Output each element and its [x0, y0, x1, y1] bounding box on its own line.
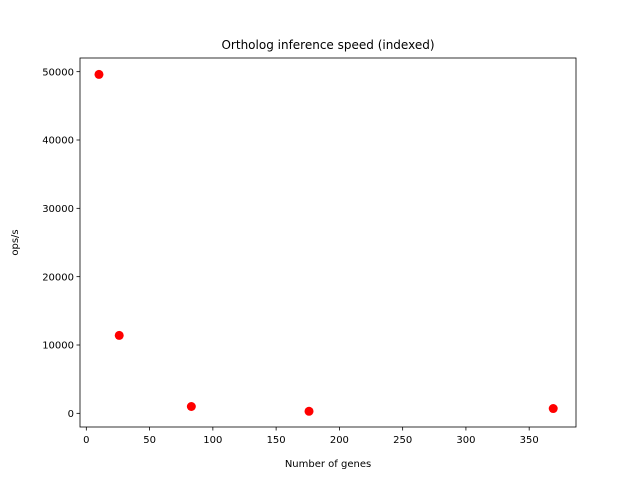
data-point [94, 69, 104, 79]
data-point [186, 402, 196, 411]
data-points [94, 69, 558, 416]
plot-frame [79, 57, 577, 428]
x-tick-label: 0 [83, 435, 89, 446]
y-tick-label: 0 [68, 409, 74, 420]
data-point [548, 404, 558, 414]
x-tick-label: 150 [267, 435, 286, 446]
x-tick-label: 350 [520, 435, 539, 446]
x-tick-label: 300 [456, 435, 475, 446]
x-tick-label: 250 [393, 435, 412, 446]
y-tick-label: 50000 [42, 67, 74, 78]
plot-area [80, 58, 576, 427]
y-axis-label: ops/s [10, 229, 21, 255]
y-tick-label: 40000 [42, 136, 74, 147]
y-tick-label: 30000 [42, 204, 74, 215]
y-axis: 0 10000 20000 30000 40000 50000 [42, 67, 80, 420]
x-tick-label: 200 [330, 435, 349, 446]
data-point [114, 330, 124, 340]
x-axis-label: Number of genes [285, 459, 371, 470]
x-axis: 0 50 100 150 200 250 300 350 [83, 427, 539, 446]
x-tick-label: 50 [143, 435, 156, 446]
data-point [304, 406, 314, 416]
y-tick-label: 10000 [42, 341, 74, 352]
chart-title: Ortholog inference speed (indexed) [221, 38, 434, 52]
y-tick-label: 20000 [42, 272, 74, 283]
x-tick-label: 100 [203, 435, 222, 446]
